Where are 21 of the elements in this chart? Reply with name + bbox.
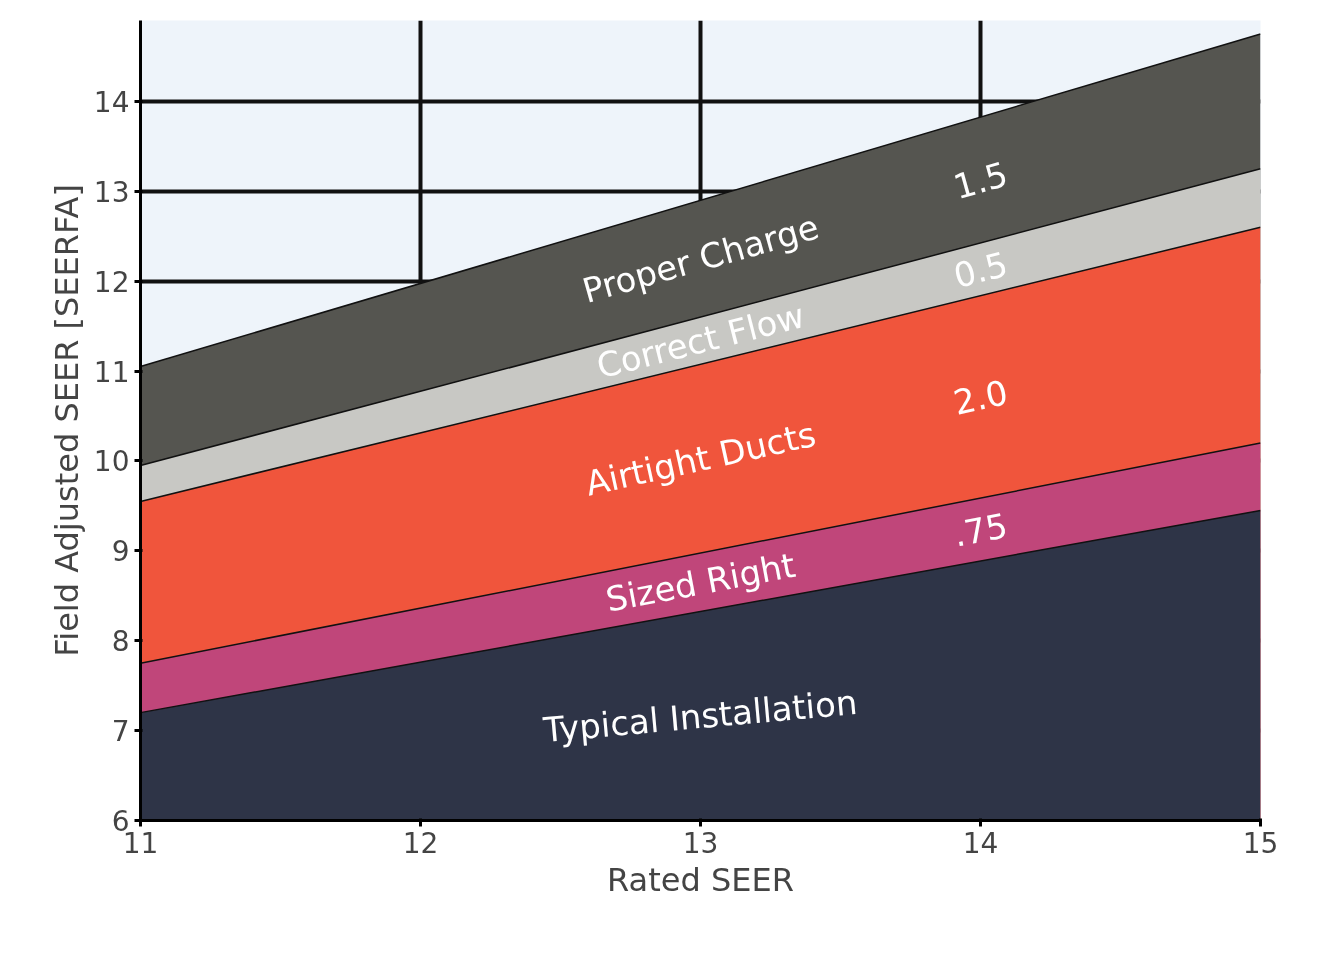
y-tick-label: 14	[93, 85, 130, 119]
y-tick-label: 13	[93, 175, 130, 209]
series-label: Typical Installation	[540, 681, 859, 751]
series-label: Sized Right	[602, 544, 799, 620]
y-tick-label: 10	[93, 445, 130, 479]
x-tick-label: 15	[1242, 826, 1279, 860]
x-tick-label: 14	[962, 826, 999, 860]
annotation: 2.0	[949, 372, 1012, 423]
x-tick-label: 12	[402, 826, 439, 860]
y-tick-label: 7	[111, 715, 130, 749]
y-tick-label: 9	[111, 535, 130, 569]
annotation: 0.5	[949, 243, 1012, 296]
y-tick-label: 12	[93, 265, 130, 299]
y-axis-title: Field Adjusted SEER [SEERFA]	[47, 184, 86, 657]
y-tick-label: 11	[93, 355, 130, 389]
annotation: .75	[950, 505, 1011, 555]
y-tick-label: 8	[111, 625, 130, 659]
annotation: 1.5	[949, 153, 1013, 208]
series-label: Airtight Ducts	[581, 413, 820, 504]
x-tick-label: 13	[682, 826, 719, 860]
x-axis-title: Rated SEER	[607, 860, 794, 899]
